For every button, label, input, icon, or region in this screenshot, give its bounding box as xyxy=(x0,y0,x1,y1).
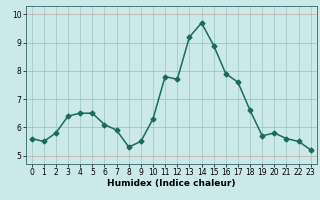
X-axis label: Humidex (Indice chaleur): Humidex (Indice chaleur) xyxy=(107,179,236,188)
